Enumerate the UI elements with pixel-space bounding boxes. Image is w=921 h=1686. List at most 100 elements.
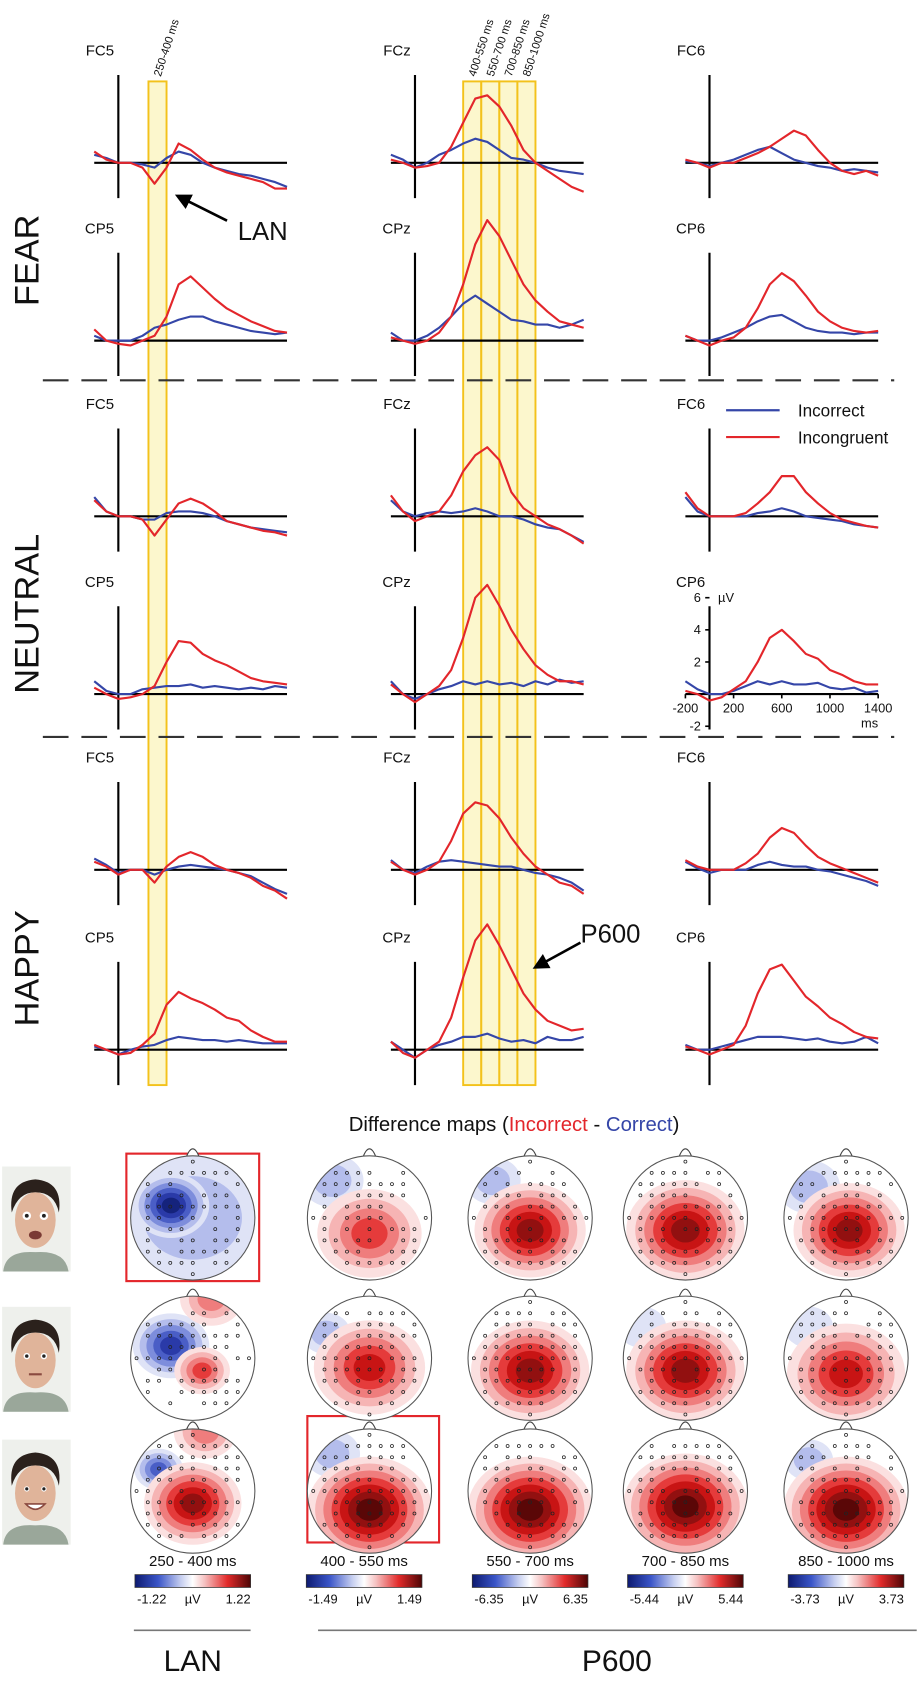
erp-line — [685, 497, 878, 528]
panel-title: CP6 — [676, 930, 705, 947]
erp-line — [94, 681, 287, 694]
erp-line — [94, 497, 287, 532]
contour — [351, 1218, 387, 1249]
panel-title: FC6 — [677, 43, 705, 60]
erp-line — [685, 1037, 878, 1050]
panel-title: FC6 — [677, 396, 705, 413]
y-tick-label: 2 — [694, 654, 701, 669]
colorbar-min: -1.22 — [137, 1592, 166, 1607]
erp-line — [94, 317, 287, 341]
minuend: Incorrect — [509, 1114, 588, 1136]
colorbar-min: -6.35 — [474, 1592, 503, 1607]
colorbar — [788, 1575, 904, 1588]
colorbar — [628, 1575, 744, 1588]
colorbar — [306, 1575, 422, 1588]
erp-line — [94, 1037, 287, 1055]
erp-line — [685, 681, 878, 694]
contour — [833, 1499, 859, 1521]
panel-title: FCz — [383, 750, 410, 767]
contour — [192, 1362, 211, 1378]
colorbar — [135, 1575, 251, 1588]
panel-title: CP6 — [676, 221, 705, 238]
colorbar-unit: µV — [838, 1592, 854, 1607]
panel-title: CP5 — [85, 574, 114, 591]
time-label: 700 - 850 ms — [642, 1553, 729, 1570]
topomap — [302, 1289, 432, 1420]
colorbar-unit: µV — [185, 1592, 201, 1607]
time-label: 850 - 1000 ms — [798, 1553, 894, 1570]
colorbar-max: 1.22 — [226, 1592, 251, 1607]
colorbar-min: -5.44 — [630, 1592, 659, 1607]
panel-title: CPz — [382, 574, 410, 591]
colorbar-max: 5.44 — [718, 1592, 743, 1607]
erp-line — [685, 862, 878, 886]
colorbar-unit: µV — [522, 1592, 538, 1607]
time-window — [148, 81, 166, 1085]
title-text: Difference maps ( — [349, 1114, 509, 1136]
y-tick-label: 4 — [694, 622, 701, 637]
time-label: 550 - 700 ms — [486, 1553, 573, 1570]
time-label: 250 - 400 ms — [149, 1553, 236, 1570]
contour — [313, 1164, 352, 1197]
topomap — [777, 1149, 908, 1280]
panel-title: CPz — [382, 930, 410, 947]
p600-arrow — [535, 943, 580, 968]
colorbar-unit: µV — [356, 1592, 372, 1607]
topomap — [467, 1422, 592, 1563]
y-tick-label: -2 — [690, 719, 701, 734]
panel-title: FC5 — [86, 396, 114, 413]
x-tick-label: -200 — [673, 700, 699, 715]
x-tick-label: 1400 — [864, 700, 893, 715]
time-label: 400 - 550 ms — [320, 1553, 407, 1570]
row-label: FEAR — [9, 215, 47, 306]
panel-title: CP5 — [85, 930, 114, 947]
subtrahend: Correct — [606, 1114, 673, 1136]
legend-label: Incorrect — [798, 401, 865, 421]
topomap — [618, 1289, 748, 1421]
time-window — [517, 81, 535, 1085]
row-label: HAPPY — [9, 910, 47, 1026]
topomap — [783, 1422, 908, 1563]
contours — [467, 1457, 592, 1563]
background-layer — [148, 81, 535, 1085]
erp-line — [685, 147, 878, 173]
annotation: P600 — [580, 921, 640, 949]
y-unit: µV — [718, 590, 734, 605]
erp-line — [685, 476, 878, 527]
group-label: P600 — [582, 1645, 652, 1678]
window-label: 250-400 ms — [152, 18, 182, 79]
erp-line — [94, 641, 287, 699]
contour — [356, 1499, 382, 1521]
panel-title: CP6 — [676, 574, 705, 591]
erp-line — [685, 630, 878, 701]
colorbar-max: 3.73 — [879, 1592, 904, 1607]
panel-title: FC5 — [86, 43, 114, 60]
panel-title: FC5 — [86, 750, 114, 767]
legend-label: Incongruent — [798, 427, 889, 447]
erp-line — [94, 276, 287, 345]
topomap — [113, 1149, 273, 1286]
x-tick-label: 600 — [771, 700, 792, 715]
erp-line — [94, 852, 287, 899]
topomap — [131, 1405, 255, 1553]
panel-title: CP5 — [85, 221, 114, 238]
topomap — [131, 1273, 255, 1421]
contour — [517, 1499, 543, 1521]
panel-title: CPz — [382, 221, 410, 238]
topomap — [465, 1149, 592, 1280]
erp-line — [685, 965, 878, 1055]
colorbar-min: -3.73 — [790, 1592, 819, 1607]
panel-title: FCz — [383, 396, 410, 413]
topomap — [301, 1149, 432, 1280]
x-tick-label: 200 — [723, 700, 744, 715]
topomap — [623, 1149, 747, 1281]
y-tick-label: 6 — [694, 590, 701, 605]
topomap — [623, 1422, 748, 1560]
x-tick-label: 1000 — [816, 700, 845, 715]
colorbar-min: -1.49 — [308, 1592, 337, 1607]
maps-title: Difference maps (Incorrect - Correct) — [349, 1114, 680, 1136]
colorbar — [472, 1575, 588, 1588]
erp-line — [94, 859, 287, 894]
panel-title: FC6 — [677, 750, 705, 767]
